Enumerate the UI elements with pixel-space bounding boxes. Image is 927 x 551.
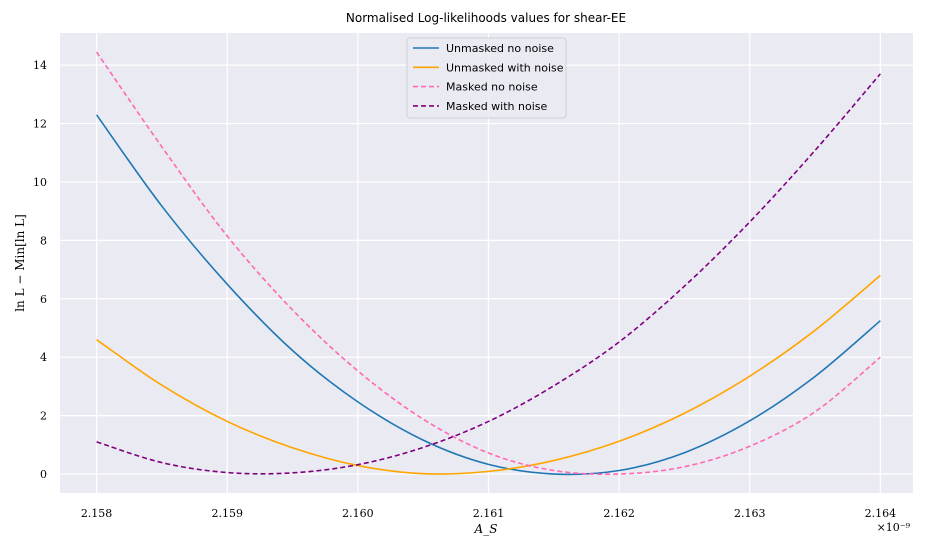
y-tick-label: 14 — [33, 59, 47, 72]
series-line-unmasked-no-noise — [95, 114, 881, 476]
legend-label: Unmasked with noise — [446, 61, 564, 74]
x-tick-label: 2.161 — [473, 507, 505, 520]
y-tick-label: 2 — [40, 410, 47, 423]
x-tick-label: 2.158 — [81, 507, 113, 520]
y-tick-label: 10 — [33, 176, 47, 189]
series-line-masked-with-noise — [96, 73, 881, 475]
x-axis-label: A_S — [474, 522, 498, 536]
x-tick-label: 2.163 — [734, 507, 766, 520]
series-line-masked-no-noise — [95, 51, 881, 476]
y-tick-label: 6 — [40, 293, 47, 306]
series-line-unmasked-with-noise — [96, 274, 881, 475]
series-layer — [95, 51, 881, 476]
legend-label: Masked with noise — [446, 100, 548, 113]
x-tick-label: 2.162 — [603, 507, 635, 520]
x-tick-label: 2.160 — [342, 507, 374, 520]
legend-label: Unmasked no noise — [446, 42, 554, 55]
y-tick-label: 0 — [40, 468, 47, 481]
x-tick-label: 2.159 — [211, 507, 243, 520]
y-tick-label: 4 — [40, 351, 47, 364]
y-tick-label: 12 — [33, 118, 47, 131]
chart-title: Normalised Log-likelihoods values for sh… — [346, 11, 626, 25]
y-tick-labels: 0 2 4 6 8 10 12 14 — [33, 59, 47, 481]
legend: Unmasked no noise Unmasked with noise Mask… — [406, 37, 567, 119]
x-axis-scale-label: ×10⁻⁹ — [877, 521, 911, 534]
y-tick-label: 8 — [40, 234, 47, 247]
x-tick-label: 2.164 — [865, 507, 897, 520]
legend-label: Masked no noise — [446, 81, 538, 94]
legend-box — [406, 37, 567, 119]
x-tick-labels: 2.158 2.159 2.160 2.161 2.162 2.163 2.164 — [81, 507, 896, 520]
y-axis-label: ln L − Min[ln L] — [13, 214, 27, 312]
